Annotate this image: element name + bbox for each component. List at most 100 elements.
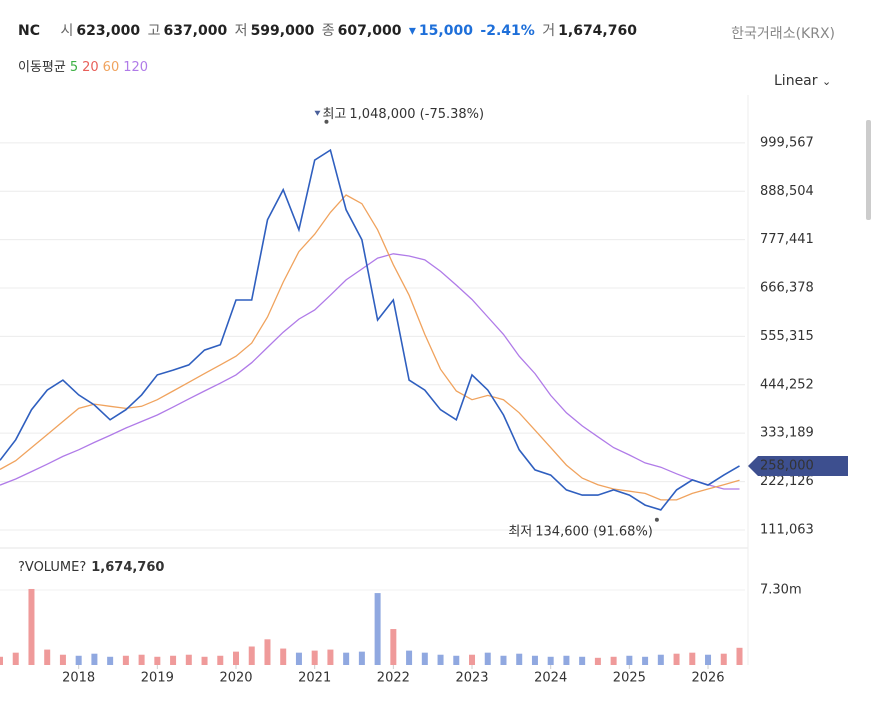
volume-bar (44, 649, 51, 665)
volume-bar (138, 654, 145, 665)
high-label: 고 (147, 23, 161, 39)
chevron[interactable]: ⌄ (821, 75, 832, 88)
x-tick-label: 2022 (377, 671, 410, 686)
exchange: 한국거래소(KRX) (731, 26, 835, 42)
volume-bar (75, 655, 82, 665)
volume-bar (484, 652, 491, 665)
volume-bar (122, 655, 129, 665)
volume-value: 1,674,760 (91, 560, 164, 575)
volume-bar (28, 588, 35, 665)
down-arrow: ▾ (408, 23, 416, 39)
volume-name: ?VOLUME? (18, 560, 86, 575)
volume-bar (59, 654, 66, 665)
ma-period: 60 (102, 60, 120, 75)
volume-bar (626, 655, 633, 665)
low-label: 최저 (508, 524, 532, 539)
x-tick-label: 2021 (298, 671, 331, 686)
ma-line (0, 253, 740, 490)
volume-bar (327, 649, 334, 665)
volume-bar (516, 653, 523, 665)
volume-bar (437, 654, 444, 665)
volume-bar (264, 639, 271, 665)
volume-bar (705, 654, 712, 665)
high-annotation: 최고 1,048,000 (-75.38%) (322, 106, 484, 121)
volume-tick-label: 7.30m (760, 583, 802, 598)
volume-bar (358, 651, 365, 665)
last-price-label: 258,000 (760, 458, 814, 473)
volume-bar (217, 655, 224, 665)
change: 15,000 (418, 23, 473, 39)
volume-bar (0, 656, 3, 665)
volume-bar (248, 646, 255, 665)
volume-bar (107, 656, 114, 665)
volume-label: 거 (542, 23, 556, 39)
price-line (0, 148, 740, 511)
volume-bar (390, 629, 397, 665)
ma-label: 이동평균 (18, 60, 66, 75)
low: 599,000 (250, 23, 315, 39)
volume-bar (12, 652, 19, 665)
y-tick-label: 111,063 (760, 522, 814, 537)
x-tick-label: 2024 (534, 671, 567, 686)
scale-select[interactable]: Linear ⌄ (774, 73, 831, 89)
x-tick-label: 2025 (613, 671, 646, 686)
volume-bar (453, 655, 460, 665)
volume-bar (201, 656, 208, 665)
low-point (654, 517, 659, 522)
volume-bar (579, 656, 586, 665)
symbol: NC (18, 23, 40, 39)
x-tick-label: 2018 (62, 671, 95, 686)
ma-period: 20 (82, 60, 99, 75)
volume-bar (421, 652, 428, 665)
y-tick-label: 999,567 (760, 135, 814, 150)
high-point (324, 119, 329, 124)
volume-title: ?VOLUME? 1,674,760 (18, 560, 164, 575)
volume-bar (374, 593, 381, 665)
y-tick-label: 333,189 (760, 426, 814, 441)
volume-bar (736, 647, 743, 665)
ma-line (0, 194, 740, 501)
volume-bar (311, 650, 318, 665)
ma-legend: 이동평균 5 20 60 120 (18, 56, 152, 75)
open-label: 시 (60, 23, 74, 39)
y-tick-label: 555,315 (760, 329, 814, 344)
x-tick-label: 2026 (691, 671, 724, 686)
volume-bar (280, 648, 287, 665)
scrollbar[interactable] (866, 120, 871, 220)
high-arrow (314, 110, 321, 116)
quote-header: NC 시 623,000 고 637,000 저 599,000 종 607,000 ▾… (18, 20, 640, 40)
volume-bar (594, 657, 601, 665)
volume-bar (563, 655, 570, 665)
volume-bar (500, 655, 507, 665)
volume-bar (547, 656, 554, 665)
volume-bar (689, 652, 696, 665)
y-tick-label: 666,378 (760, 281, 814, 296)
y-tick-label: 444,252 (760, 377, 814, 392)
volume-bar (642, 656, 649, 665)
volume-bar (657, 654, 664, 665)
x-tick-label: 2019 (141, 671, 174, 686)
volume-bar (91, 653, 98, 665)
volume-bar (170, 655, 177, 665)
low-text: 134,600 (91.68%) (535, 524, 653, 539)
scale-mode[interactable]: Linear (774, 73, 818, 89)
low-label: 저 (234, 23, 248, 39)
volume: 1,674,760 (558, 23, 637, 39)
close: 607,000 (337, 23, 402, 39)
high-text: 1,048,000 (-75.38%) (349, 106, 484, 121)
volume-bar (720, 653, 727, 665)
y-tick-label: 777,441 (760, 232, 814, 247)
y-tick-label: 222,126 (760, 474, 814, 489)
close-label: 종 (321, 23, 335, 39)
y-tick-label: 888,504 (760, 184, 814, 199)
high: 637,000 (163, 23, 228, 39)
ma-period: 5 (69, 60, 79, 75)
ma-period: 120 (123, 60, 149, 75)
volume-bar (610, 656, 617, 665)
high-label: 최고 (322, 106, 346, 121)
volume-bar (406, 650, 413, 665)
x-tick-label: 2023 (455, 671, 488, 686)
x-tick-label: 2020 (219, 671, 252, 686)
low-annotation: 최저 134,600 (91.68%) (508, 524, 653, 539)
open: 623,000 (76, 23, 141, 39)
